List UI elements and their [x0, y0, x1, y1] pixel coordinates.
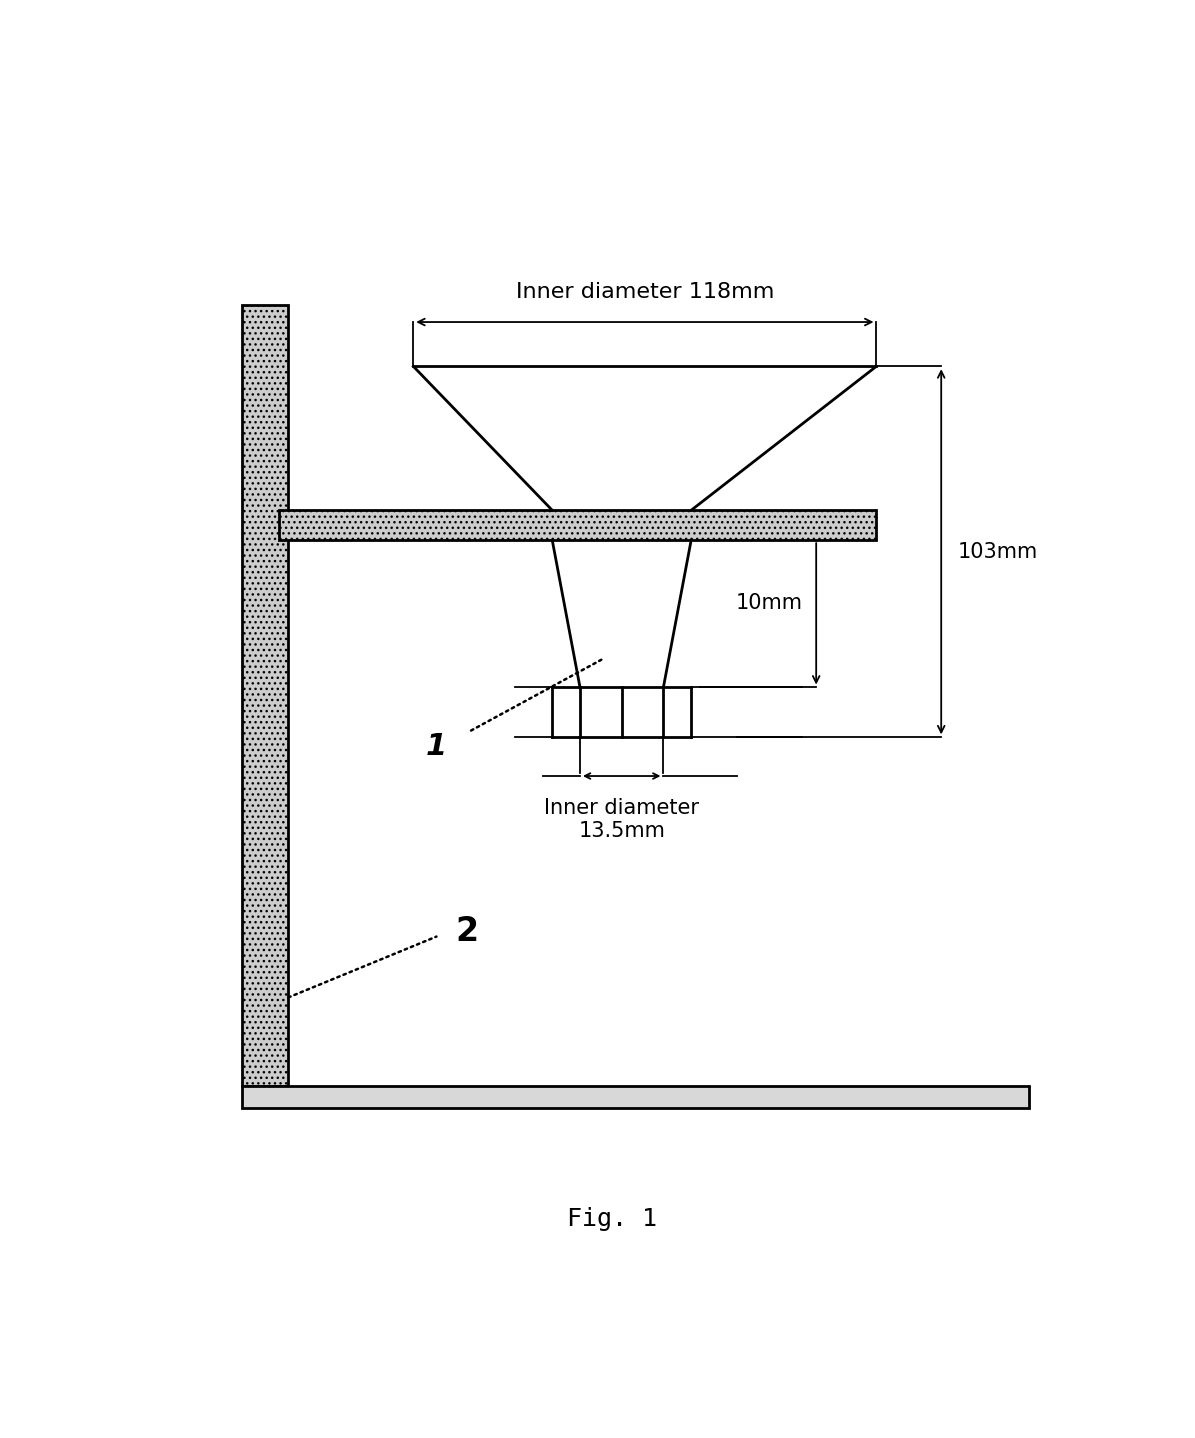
- Text: 103mm: 103mm: [958, 542, 1038, 562]
- Text: 2: 2: [455, 915, 478, 948]
- Text: Inner diameter
13.5mm: Inner diameter 13.5mm: [544, 798, 699, 841]
- Text: 1: 1: [425, 732, 447, 761]
- Text: 10mm: 10mm: [735, 592, 802, 613]
- Text: Inner diameter 118mm: Inner diameter 118mm: [516, 282, 774, 302]
- Bar: [241, 305, 288, 1086]
- Bar: [241, 1086, 1029, 1109]
- Bar: [280, 510, 876, 541]
- Text: Fig. 1: Fig. 1: [568, 1206, 657, 1231]
